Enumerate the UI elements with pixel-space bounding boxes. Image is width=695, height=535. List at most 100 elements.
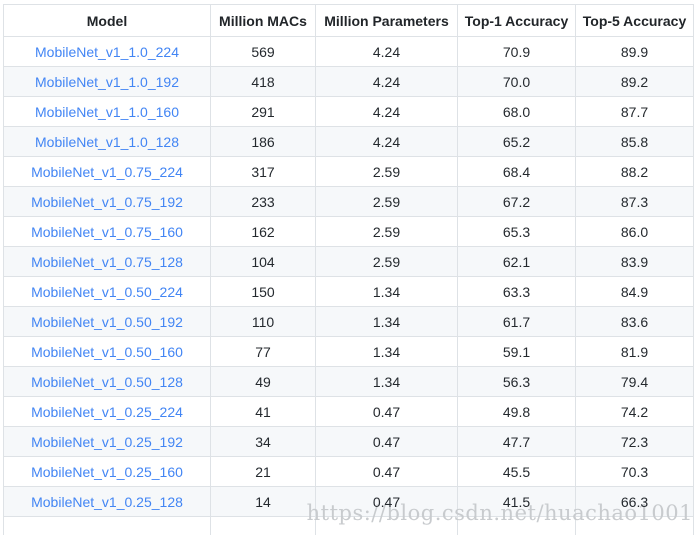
column-header-params: Million Parameters xyxy=(315,4,458,37)
top1-cell: 41.5 xyxy=(457,486,576,517)
top1-cell: 59.1 xyxy=(457,336,576,367)
params-cell: 1.34 xyxy=(315,336,458,367)
top5-cell: 89.2 xyxy=(575,66,694,97)
top1-cell: 47.7 xyxy=(457,426,576,457)
top5-cell: 85.8 xyxy=(575,126,694,157)
model-cell: MobileNet_v1_0.75_128 xyxy=(3,246,211,277)
model-link[interactable]: MobileNet_v1_1.0_192 xyxy=(35,73,179,90)
params-cell: 2.59 xyxy=(315,156,458,187)
model-cell: MobileNet_v1_0.75_160 xyxy=(3,216,211,247)
table-row: MobileNet_v1_1.0_224 569 4.24 70.9 89.9 xyxy=(3,36,694,67)
top5-cell: 87.3 xyxy=(575,186,694,217)
top1-cell: 68.0 xyxy=(457,96,576,127)
model-link[interactable]: MobileNet_v1_0.25_128 xyxy=(31,493,183,510)
top5-cell: 83.6 xyxy=(575,306,694,337)
partial-row xyxy=(3,516,694,535)
params-cell: 0.47 xyxy=(315,456,458,487)
table-row: MobileNet_v1_0.75_128 104 2.59 62.1 83.9 xyxy=(3,246,694,277)
model-link[interactable]: MobileNet_v1_1.0_160 xyxy=(35,103,179,120)
empty-cell xyxy=(315,516,458,535)
column-header-top5: Top-5 Accuracy xyxy=(575,4,694,37)
macs-cell: 14 xyxy=(210,486,316,517)
table-row: MobileNet_v1_1.0_160 291 4.24 68.0 87.7 xyxy=(3,96,694,127)
table-body: MobileNet_v1_1.0_224 569 4.24 70.9 89.9 Mobil… xyxy=(3,36,694,535)
params-cell: 2.59 xyxy=(315,246,458,277)
macs-cell: 569 xyxy=(210,36,316,67)
macs-cell: 186 xyxy=(210,126,316,157)
model-link[interactable]: MobileNet_v1_0.75_160 xyxy=(31,223,183,240)
macs-cell: 110 xyxy=(210,306,316,337)
top1-cell: 68.4 xyxy=(457,156,576,187)
top5-cell: 66.3 xyxy=(575,486,694,517)
macs-cell: 162 xyxy=(210,216,316,247)
column-header-model: Model xyxy=(3,4,211,37)
model-cell: MobileNet_v1_1.0_160 xyxy=(3,96,211,127)
header-row: Model Million MACs Million Parameters Top-1… xyxy=(3,4,694,37)
top5-cell: 81.9 xyxy=(575,336,694,367)
table-row: MobileNet_v1_0.25_128 14 0.47 41.5 66.3 xyxy=(3,486,694,517)
model-link[interactable]: MobileNet_v1_0.50_160 xyxy=(31,343,183,360)
table-row: MobileNet_v1_0.25_192 34 0.47 47.7 72.3 xyxy=(3,426,694,457)
params-cell: 1.34 xyxy=(315,366,458,397)
model-link[interactable]: MobileNet_v1_0.25_224 xyxy=(31,403,183,420)
table-row: MobileNet_v1_0.75_160 162 2.59 65.3 86.0 xyxy=(3,216,694,247)
macs-cell: 418 xyxy=(210,66,316,97)
params-cell: 2.59 xyxy=(315,186,458,217)
table-row: MobileNet_v1_0.50_192 110 1.34 61.7 83.6 xyxy=(3,306,694,337)
table-row: MobileNet_v1_0.25_160 21 0.47 45.5 70.3 xyxy=(3,456,694,487)
table-row: MobileNet_v1_0.75_224 317 2.59 68.4 88.2 xyxy=(3,156,694,187)
top5-cell: 86.0 xyxy=(575,216,694,247)
model-cell: MobileNet_v1_0.50_192 xyxy=(3,306,211,337)
top5-cell: 83.9 xyxy=(575,246,694,277)
model-link[interactable]: MobileNet_v1_1.0_128 xyxy=(35,133,179,150)
empty-cell xyxy=(457,516,576,535)
top5-cell: 84.9 xyxy=(575,276,694,307)
column-header-macs: Million MACs xyxy=(210,4,316,37)
model-link[interactable]: MobileNet_v1_0.50_224 xyxy=(31,283,183,300)
macs-cell: 49 xyxy=(210,366,316,397)
model-link[interactable]: MobileNet_v1_0.25_192 xyxy=(31,433,183,450)
top5-cell: 79.4 xyxy=(575,366,694,397)
top5-cell: 72.3 xyxy=(575,426,694,457)
params-cell: 4.24 xyxy=(315,66,458,97)
params-cell: 0.47 xyxy=(315,396,458,427)
top5-cell: 87.7 xyxy=(575,96,694,127)
top1-cell: 56.3 xyxy=(457,366,576,397)
macs-cell: 77 xyxy=(210,336,316,367)
params-cell: 0.47 xyxy=(315,426,458,457)
benchmark-table: Model Million MACs Million Parameters Top-1… xyxy=(3,4,694,535)
model-cell: MobileNet_v1_1.0_192 xyxy=(3,66,211,97)
model-cell: MobileNet_v1_0.25_192 xyxy=(3,426,211,457)
model-link[interactable]: MobileNet_v1_0.25_160 xyxy=(31,463,183,480)
model-cell: MobileNet_v1_1.0_128 xyxy=(3,126,211,157)
table-row: MobileNet_v1_1.0_128 186 4.24 65.2 85.8 xyxy=(3,126,694,157)
model-link[interactable]: MobileNet_v1_0.50_128 xyxy=(31,373,183,390)
top1-cell: 70.9 xyxy=(457,36,576,67)
params-cell: 4.24 xyxy=(315,126,458,157)
top5-cell: 89.9 xyxy=(575,36,694,67)
model-link[interactable]: MobileNet_v1_0.75_224 xyxy=(31,163,183,180)
model-link[interactable]: MobileNet_v1_0.75_128 xyxy=(31,253,183,270)
params-cell: 4.24 xyxy=(315,36,458,67)
top1-cell: 62.1 xyxy=(457,246,576,277)
model-link[interactable]: MobileNet_v1_1.0_224 xyxy=(35,43,179,60)
model-link[interactable]: MobileNet_v1_0.50_192 xyxy=(31,313,183,330)
top1-cell: 49.8 xyxy=(457,396,576,427)
top5-cell: 88.2 xyxy=(575,156,694,187)
model-cell: MobileNet_v1_0.75_224 xyxy=(3,156,211,187)
top1-cell: 67.2 xyxy=(457,186,576,217)
model-link[interactable]: MobileNet_v1_0.75_192 xyxy=(31,193,183,210)
model-cell: MobileNet_v1_0.50_160 xyxy=(3,336,211,367)
top5-cell: 70.3 xyxy=(575,456,694,487)
macs-cell: 317 xyxy=(210,156,316,187)
macs-cell: 291 xyxy=(210,96,316,127)
top1-cell: 61.7 xyxy=(457,306,576,337)
table-row: MobileNet_v1_0.75_192 233 2.59 67.2 87.3 xyxy=(3,186,694,217)
column-header-top1: Top-1 Accuracy xyxy=(457,4,576,37)
model-cell: MobileNet_v1_0.25_128 xyxy=(3,486,211,517)
macs-cell: 104 xyxy=(210,246,316,277)
top1-cell: 63.3 xyxy=(457,276,576,307)
model-cell: MobileNet_v1_0.25_160 xyxy=(3,456,211,487)
macs-cell: 41 xyxy=(210,396,316,427)
